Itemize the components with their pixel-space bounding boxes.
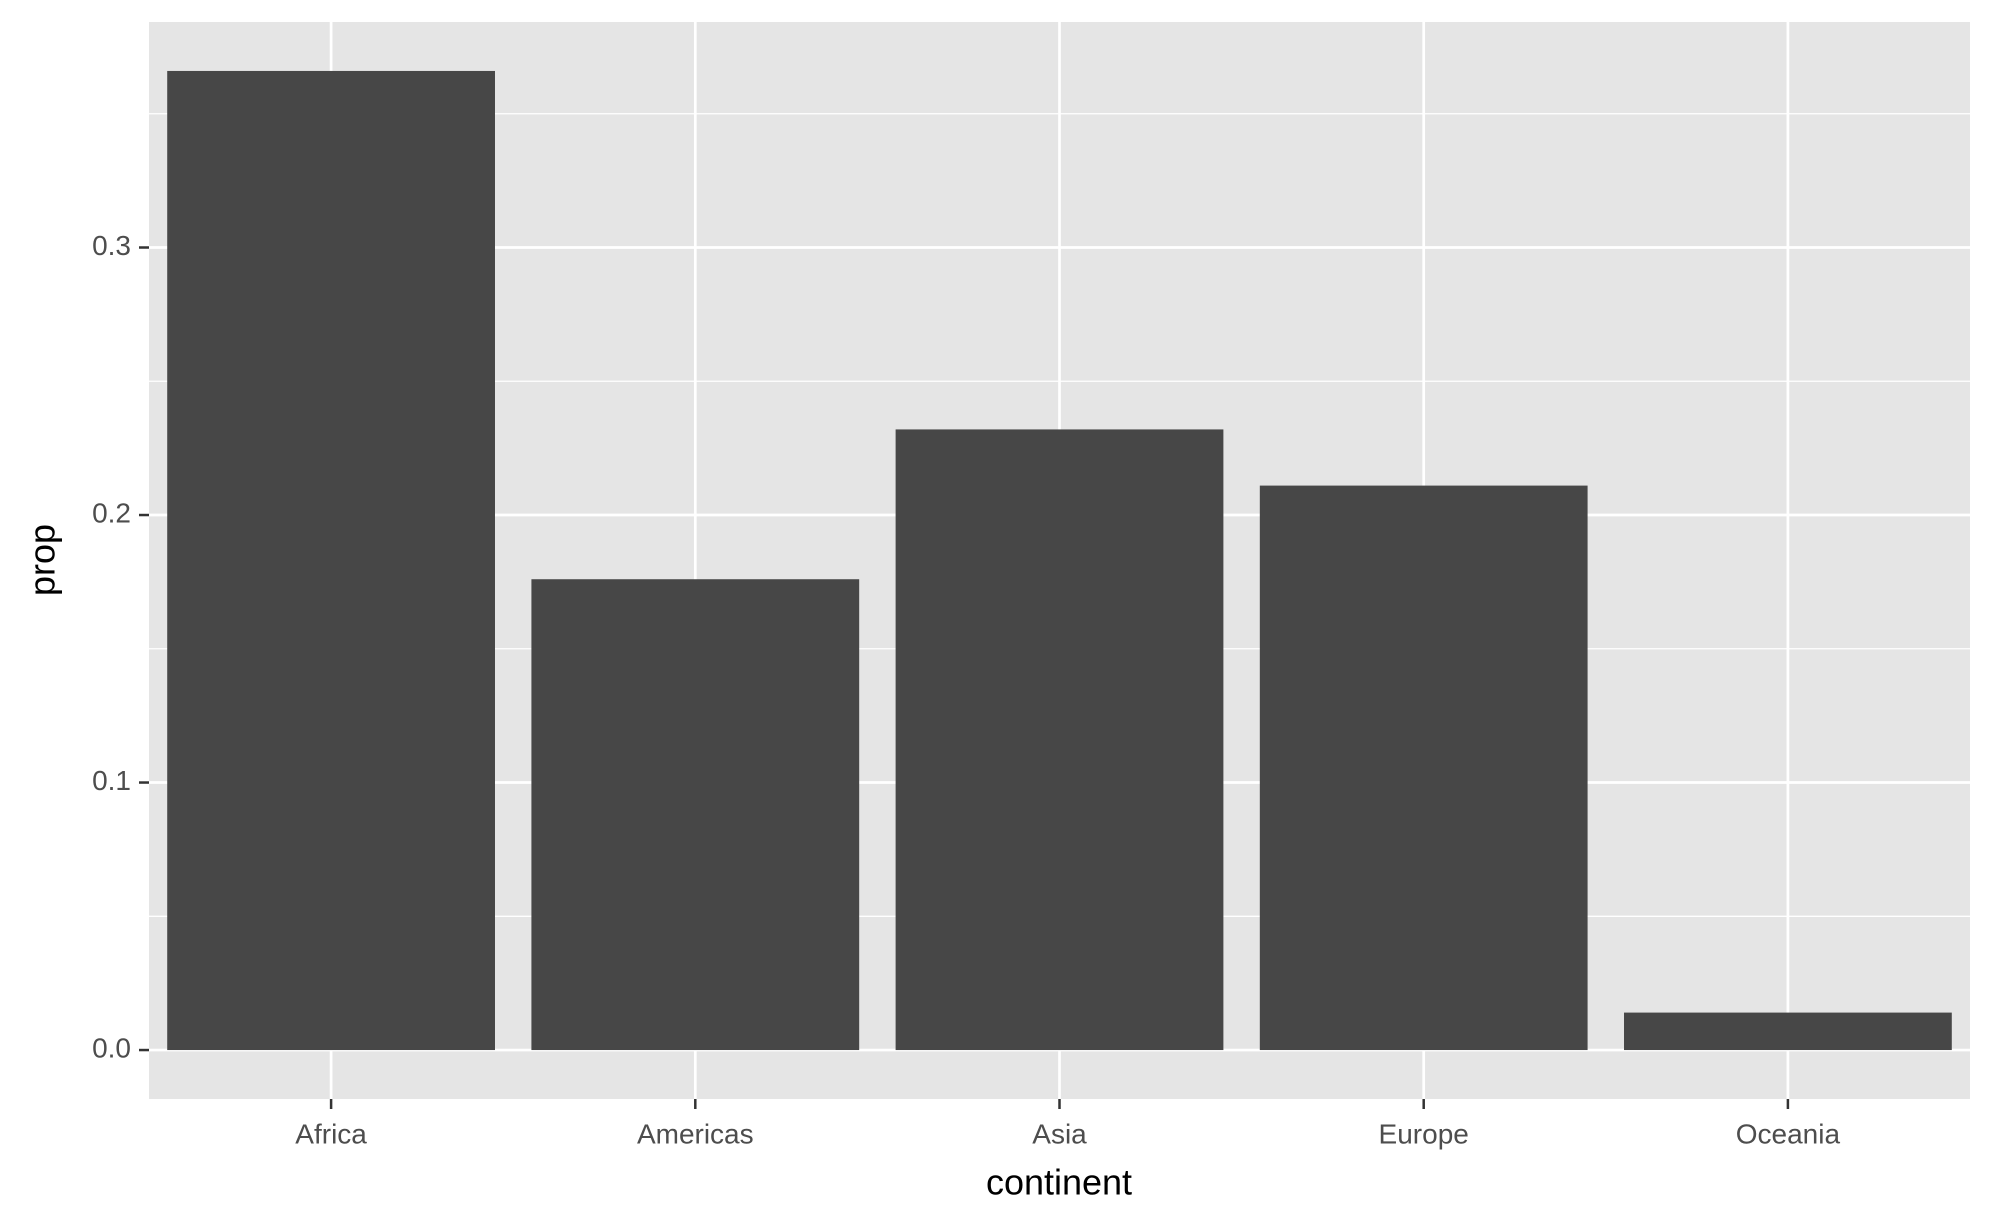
bar xyxy=(1259,485,1588,1051)
bar xyxy=(531,579,860,1051)
x-tick-label: Europe xyxy=(1379,1118,1469,1149)
y-tick-label: 0.2 xyxy=(92,497,131,528)
y-axis-title: prop xyxy=(22,524,63,596)
x-tick-label: Oceania xyxy=(1736,1118,1841,1149)
x-tick-label: Americas xyxy=(637,1118,754,1149)
marks xyxy=(167,70,1952,1051)
y-tick-label: 0.0 xyxy=(92,1032,131,1063)
x-tick-label: Africa xyxy=(295,1118,367,1149)
x-axis-title: continent xyxy=(986,1162,1132,1203)
x-tick-label: Asia xyxy=(1032,1118,1087,1149)
bar xyxy=(895,429,1224,1051)
bar xyxy=(167,70,495,1051)
y-tick-label: 0.1 xyxy=(92,765,131,796)
bar xyxy=(1624,1012,1952,1051)
y-tick-label: 0.3 xyxy=(92,230,131,261)
